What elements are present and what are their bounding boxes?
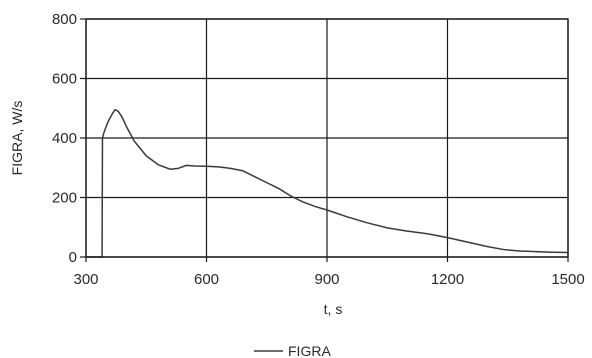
series-layer (85, 108, 569, 258)
legend-label-figra: FIGRA (288, 343, 331, 358)
y-tick-label: 600 (52, 71, 77, 88)
y-axis-label: FIGRA, W/s (9, 101, 25, 176)
series-line-figra (85, 108, 569, 258)
x-tick-label: 1200 (431, 271, 464, 288)
y-tick-label: 200 (52, 190, 77, 207)
x-tick-label: 900 (314, 271, 339, 288)
y-tick-label: 800 (52, 11, 77, 28)
x-axis-label: t, s (324, 301, 343, 317)
tick-marks (80, 18, 569, 262)
x-tick-label: 300 (73, 271, 98, 288)
legend: FIGRA (254, 343, 331, 358)
y-tick-label: 0 (69, 249, 77, 266)
x-tick-label: 1500 (551, 271, 584, 288)
plot-frame (85, 18, 569, 258)
tick-labels: 300 600 900 1200 1500 0 200 400 600 800 (52, 11, 585, 288)
grid-lines (85, 18, 569, 258)
x-tick-label: 600 (194, 271, 219, 288)
y-tick-label: 400 (52, 130, 77, 147)
